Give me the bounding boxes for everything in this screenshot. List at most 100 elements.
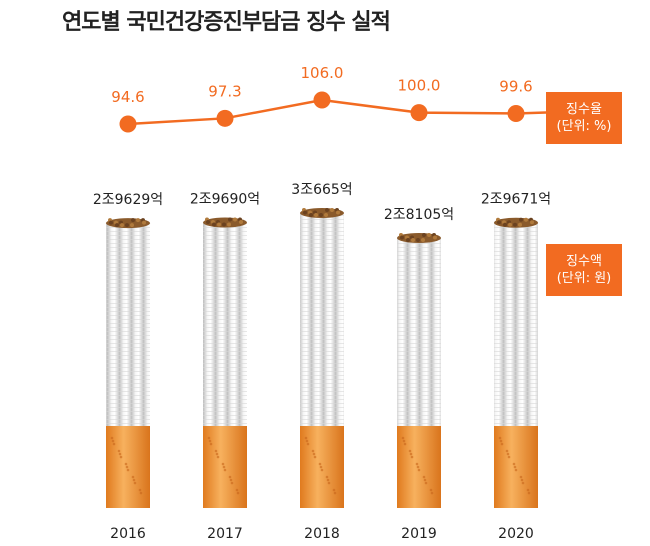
filter-speck	[214, 449, 218, 453]
tobacco-fleck	[336, 210, 340, 215]
filter-speck	[304, 436, 308, 440]
x-tick-label-2017: 2017	[207, 526, 243, 542]
chart-title: 연도별 국민건강증진부담금 징수 실적	[62, 10, 391, 35]
filter-speck	[207, 436, 211, 440]
tobacco-fleck	[433, 235, 437, 240]
filter-speck	[410, 455, 414, 459]
filter-speck	[326, 478, 330, 482]
tobacco-fleck	[319, 213, 323, 217]
filter-speck	[519, 475, 523, 479]
tobacco-fleck	[142, 220, 146, 225]
filter-speck	[422, 475, 426, 479]
filter-speck	[512, 462, 516, 466]
filter-speck	[506, 452, 510, 456]
filter-speck	[320, 468, 324, 472]
filter-speck	[498, 436, 502, 440]
filter-speck	[208, 439, 212, 443]
filter-speck	[423, 478, 427, 482]
filter-speck	[327, 481, 331, 485]
filter-speck	[305, 439, 309, 443]
filter-speck	[223, 468, 227, 472]
legend-amount-unit: (단위: 원)	[556, 271, 612, 286]
filter-speck	[401, 436, 405, 440]
tobacco-fleck	[309, 213, 313, 217]
rate-line-series	[119, 91, 547, 133]
filter-speck	[312, 452, 316, 456]
tobacco-fleck	[508, 222, 512, 227]
filter-speck	[499, 439, 503, 443]
filter-speck	[500, 442, 504, 446]
rate-point-2018	[313, 91, 331, 109]
chart-labels: 94.6 97.3 106.0 100.0 99.6 2조9629억 2조9690억 3조66…	[93, 64, 551, 542]
filter-speck	[409, 452, 413, 456]
legend-amount-badge: 징수액 (단위: 원)	[546, 244, 622, 296]
amount-bar-2018	[300, 208, 344, 508]
filter-speck	[505, 449, 509, 453]
amount-bar-2016	[106, 218, 150, 508]
rate-point-2019	[410, 104, 428, 122]
legend-rate-label: 징수율	[566, 102, 602, 117]
rate-value-label-2017: 97.3	[208, 82, 241, 100]
rate-value-label-2019: 100.0	[398, 77, 441, 95]
filter-speck	[402, 439, 406, 443]
tobacco-fleck	[530, 220, 534, 225]
filter-speck	[229, 478, 233, 482]
filter-speck	[124, 462, 128, 466]
amount-value-label-2016: 2조9629억	[93, 192, 163, 208]
filter-speck	[215, 452, 219, 456]
tobacco-fleck	[120, 223, 124, 228]
filter-speck	[424, 481, 428, 485]
filter-speck	[111, 439, 115, 443]
tobacco-fleck	[400, 235, 404, 240]
tobacco-fleck	[518, 222, 522, 227]
cigarette-paper	[106, 223, 150, 426]
amount-value-label-2017: 2조9690억	[190, 192, 260, 208]
filter-speck	[408, 449, 412, 453]
filter-speck	[527, 491, 531, 495]
amount-value-label-2018: 3조665억	[291, 182, 352, 198]
tobacco-fleck	[217, 222, 221, 227]
x-tick-label-2019: 2019	[401, 526, 437, 542]
filter-speck	[332, 488, 336, 492]
tobacco-fleck	[497, 220, 501, 225]
filter-speck	[209, 442, 213, 446]
x-tick-label-2018: 2018	[304, 526, 340, 542]
filter-speck	[125, 465, 129, 469]
filter-speck	[507, 455, 511, 459]
filter-speck	[132, 478, 136, 482]
filter-speck	[131, 475, 135, 479]
tobacco-fleck	[131, 218, 135, 223]
filter-speck	[513, 465, 517, 469]
tobacco-fleck	[314, 213, 318, 217]
filter-speck	[112, 442, 116, 446]
filter-speck	[236, 491, 240, 495]
filter-speck	[333, 491, 337, 495]
tobacco-fleck	[513, 222, 517, 227]
filter-speck	[117, 449, 121, 453]
filter-speck	[306, 442, 310, 446]
tobacco-fleck	[239, 220, 243, 225]
filter-speck	[416, 465, 420, 469]
filter-speck	[520, 478, 524, 482]
rate-value-label-2020: 99.6	[499, 77, 532, 95]
tobacco-fleck	[421, 237, 425, 242]
filter-speck	[133, 481, 137, 485]
tobacco-fleck	[330, 208, 334, 212]
filter-speck	[415, 462, 419, 466]
tobacco-fleck	[136, 218, 140, 223]
tobacco-fleck	[524, 217, 528, 222]
tobacco-fleck	[325, 208, 329, 212]
amount-bar-2017	[203, 217, 247, 508]
filter-speck	[417, 468, 421, 472]
tobacco-fleck	[416, 237, 420, 242]
tobacco-fleck	[406, 237, 410, 242]
filter-speck	[230, 481, 234, 485]
tobacco-fleck	[109, 220, 113, 225]
filter-speck	[139, 491, 143, 495]
cigarette-paper	[300, 213, 344, 426]
tobacco-fleck	[206, 220, 210, 225]
amount-bar-2020	[494, 217, 538, 508]
tobacco-fleck	[227, 222, 231, 227]
filter-speck	[526, 488, 530, 492]
